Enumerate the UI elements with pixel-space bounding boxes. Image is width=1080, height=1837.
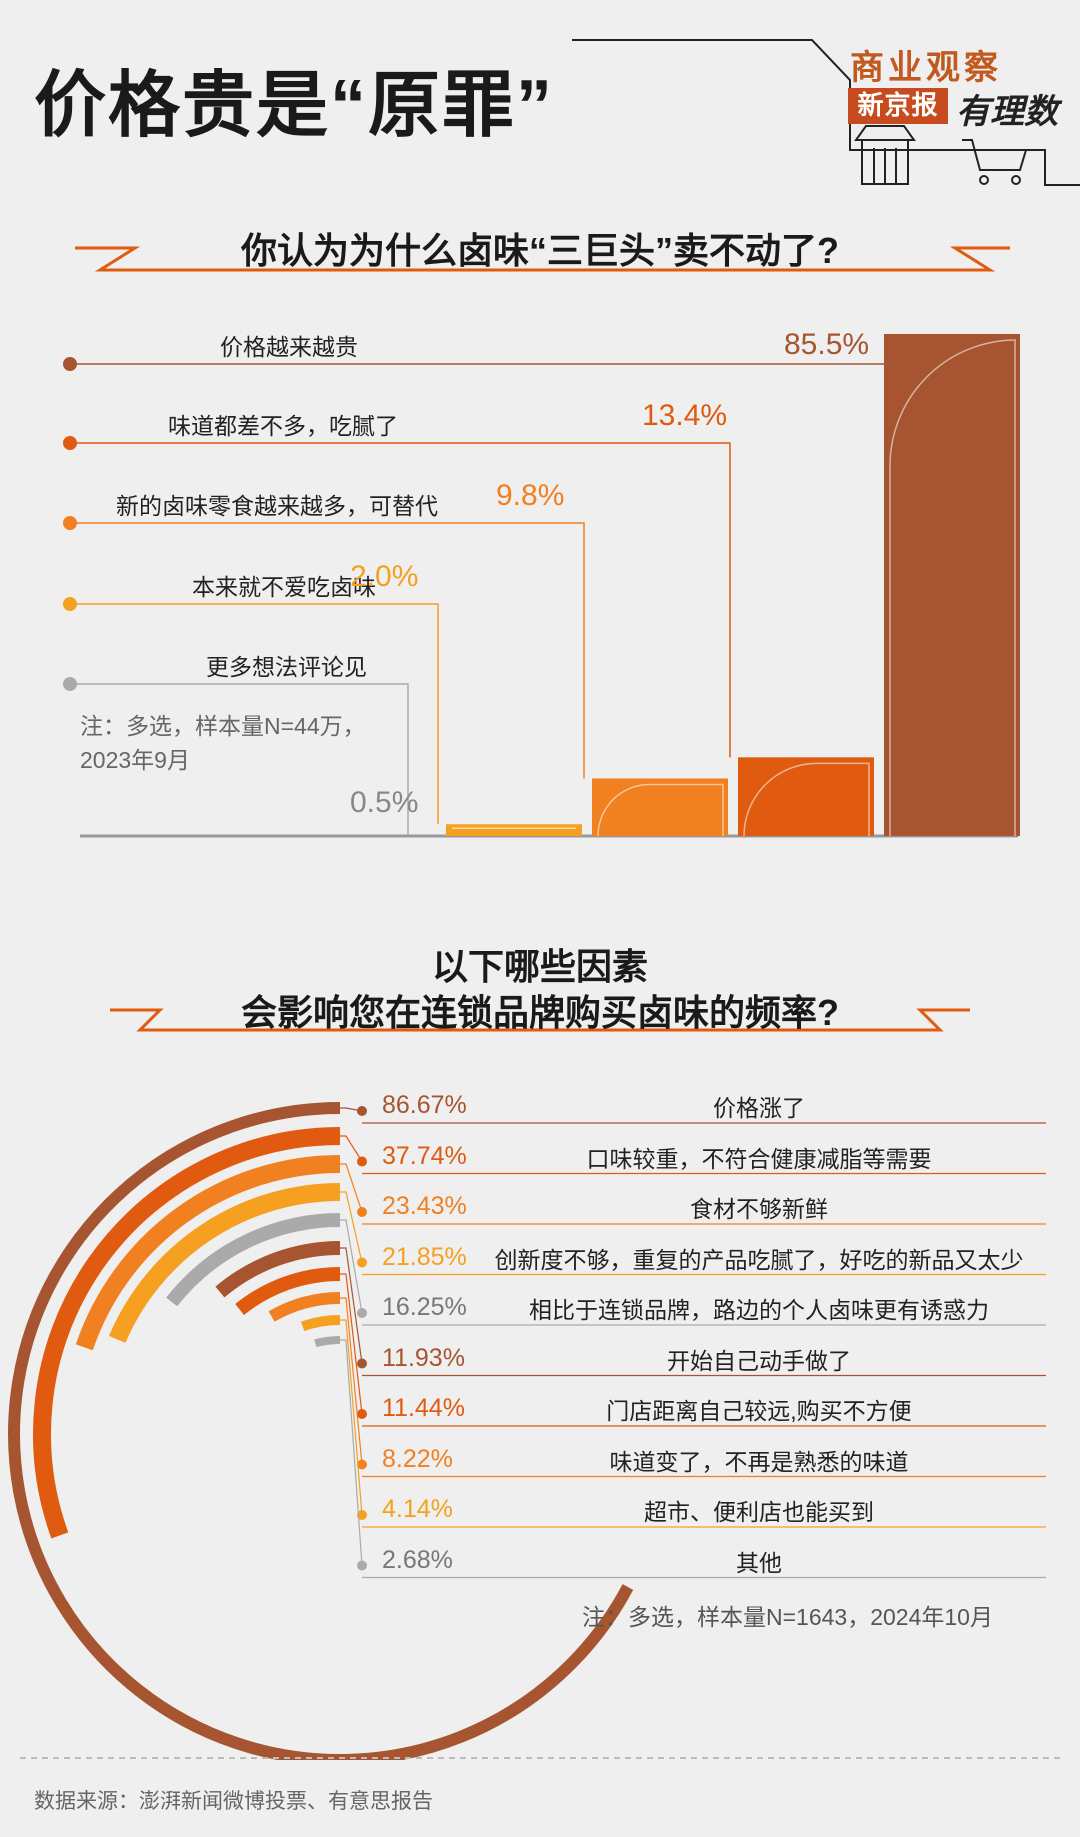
chart1-bar	[738, 757, 874, 836]
data-source: 数据来源：澎湃新闻微博投票、有意思报告	[34, 1790, 433, 1813]
q1-underline	[75, 246, 1010, 272]
chart1-note-line1: 注：多选，样本量N=44万，	[80, 713, 366, 739]
chart2-value-label: 21.85%	[382, 1242, 467, 1271]
chart2-dot	[357, 1106, 367, 1116]
chart1-bar-highlight	[743, 762, 870, 837]
chart2-dot	[357, 1409, 367, 1419]
chart2-connector	[340, 1339, 363, 1566]
chart2-question-line1: 以下哪些因素	[431, 946, 648, 987]
chart2-arc	[268, 1292, 341, 1322]
chart2-category-label: 相比于连锁品牌，路边的个人卤味更有诱惑力	[529, 1297, 989, 1323]
page-title: 价格贵是“原罪”	[34, 66, 555, 146]
chart1-bar	[446, 824, 582, 836]
chart2-value-label: 37.74%	[382, 1141, 467, 1170]
chart2-value-label: 4.14%	[382, 1495, 453, 1523]
chart2-arc	[75, 1155, 341, 1351]
chart1-category-label: 味道都差不多，吃腻了	[168, 413, 398, 439]
chart2-connector	[340, 1247, 363, 1364]
chart2-category-label: 价格涨了	[713, 1095, 805, 1121]
header-decoration	[572, 39, 1080, 186]
chart1-leader	[70, 522, 585, 779]
chart1-value-label: 0.5%	[350, 786, 419, 819]
chart2-dot	[357, 1459, 367, 1470]
chart2-connector	[340, 1135, 363, 1162]
chart1-leader	[70, 683, 409, 836]
chart1-bar-highlight	[597, 783, 724, 837]
chart1-category-label: 更多想法评论见	[206, 654, 367, 680]
chart2-value-label: 11.93%	[382, 1343, 465, 1372]
chart2-note: 注：多选，样本量N=1643，2024年10月	[582, 1604, 993, 1630]
chart2-arc	[33, 1127, 341, 1539]
cart-icon	[962, 139, 1028, 185]
store-icon	[854, 125, 916, 185]
chart1-value-label: 85.5%	[784, 328, 870, 361]
footer-divider	[20, 1757, 1060, 1759]
chart1-category-label: 价格越来越贵	[220, 334, 358, 360]
chart1-bar-chart	[63, 334, 1020, 838]
chart1-bar-highlight	[889, 339, 1017, 836]
chart2-connector	[340, 1273, 363, 1415]
chart2-value-label: 11.44%	[382, 1394, 465, 1422]
chart2-dot	[357, 1560, 367, 1571]
chart1-category-label: 本来就不爱吃卤味	[192, 574, 376, 600]
chart2-arc	[108, 1183, 341, 1343]
chart2-category-label: 食材不够新鲜	[690, 1196, 828, 1222]
chart2-radial-chart	[8, 1102, 1046, 1760]
chart2-connector	[340, 1107, 363, 1112]
chart1-category-label: 新的卤味零食越来越多，可替代	[116, 493, 438, 519]
chart2-dot	[357, 1308, 367, 1318]
chart2-question-line2: 会影响您在连锁品牌购买卤味的频率?	[241, 992, 839, 1033]
chart2-connector	[340, 1191, 363, 1263]
chart2-value-label: 23.43%	[382, 1192, 467, 1220]
chart2-category-label: 口味较重，不符合健康减脂等需要	[586, 1145, 932, 1172]
chart2-arc	[215, 1241, 341, 1298]
chart2-value-label: 16.25%	[382, 1293, 467, 1321]
chart2-dot	[357, 1257, 367, 1268]
chart2-category-label: 其他	[736, 1549, 782, 1576]
chart2-category-label: 门店距离自己较远,购买不方便	[606, 1398, 912, 1424]
chart2-dot	[357, 1358, 367, 1369]
chart2-arc	[300, 1314, 341, 1332]
header-frame-line	[572, 39, 1080, 186]
chart1-value-label: 9.8%	[496, 479, 565, 512]
chart2-connector	[340, 1219, 363, 1314]
brand-badge: 新京报	[848, 88, 948, 124]
chart2-arc	[166, 1213, 341, 1307]
chart2-dot	[357, 1156, 367, 1167]
chart2-value-label: 8.22%	[382, 1444, 453, 1473]
chart1-bar	[884, 334, 1020, 836]
chart1-note-line2: 2023年9月	[80, 747, 190, 773]
chart1-value-label: 13.4%	[642, 399, 728, 432]
chart2-value-label: 86.67%	[382, 1091, 467, 1119]
brand-title: 商业观察	[850, 48, 1002, 88]
chart1-leader	[70, 603, 439, 825]
chart2-dot	[357, 1510, 367, 1520]
chart2-category-label: 创新度不够，重复的产品吃腻了，好吃的新品又太少	[494, 1246, 1024, 1273]
chart2-arc	[314, 1336, 341, 1348]
q2-underline	[110, 1008, 970, 1032]
chart1-bar	[592, 778, 728, 836]
chart2-arc	[235, 1267, 341, 1316]
chart1-leader	[70, 442, 731, 758]
chart2-connector	[340, 1163, 363, 1213]
chart2-value-label: 2.68%	[382, 1545, 453, 1574]
chart1-value-label: 2.0%	[350, 560, 419, 593]
chart2-category-label: 味道变了，不再是熟悉的味道	[609, 1448, 909, 1475]
chart2-category-label: 开始自己动手做了	[667, 1347, 851, 1374]
chart2-category-label: 超市、便利店也能买到	[644, 1499, 874, 1525]
chart1-question: 你认为为什么卤味“三巨头”卖不动了?	[241, 230, 839, 271]
brand-script: 有理数	[956, 92, 1058, 132]
chart2-arc	[8, 1102, 634, 1760]
chart2-connector	[340, 1297, 363, 1465]
chart2-connector	[340, 1319, 363, 1516]
chart1-note: 注：多选，样本量N=44万， 2023年9月	[80, 709, 366, 777]
chart2-dot	[357, 1207, 367, 1217]
